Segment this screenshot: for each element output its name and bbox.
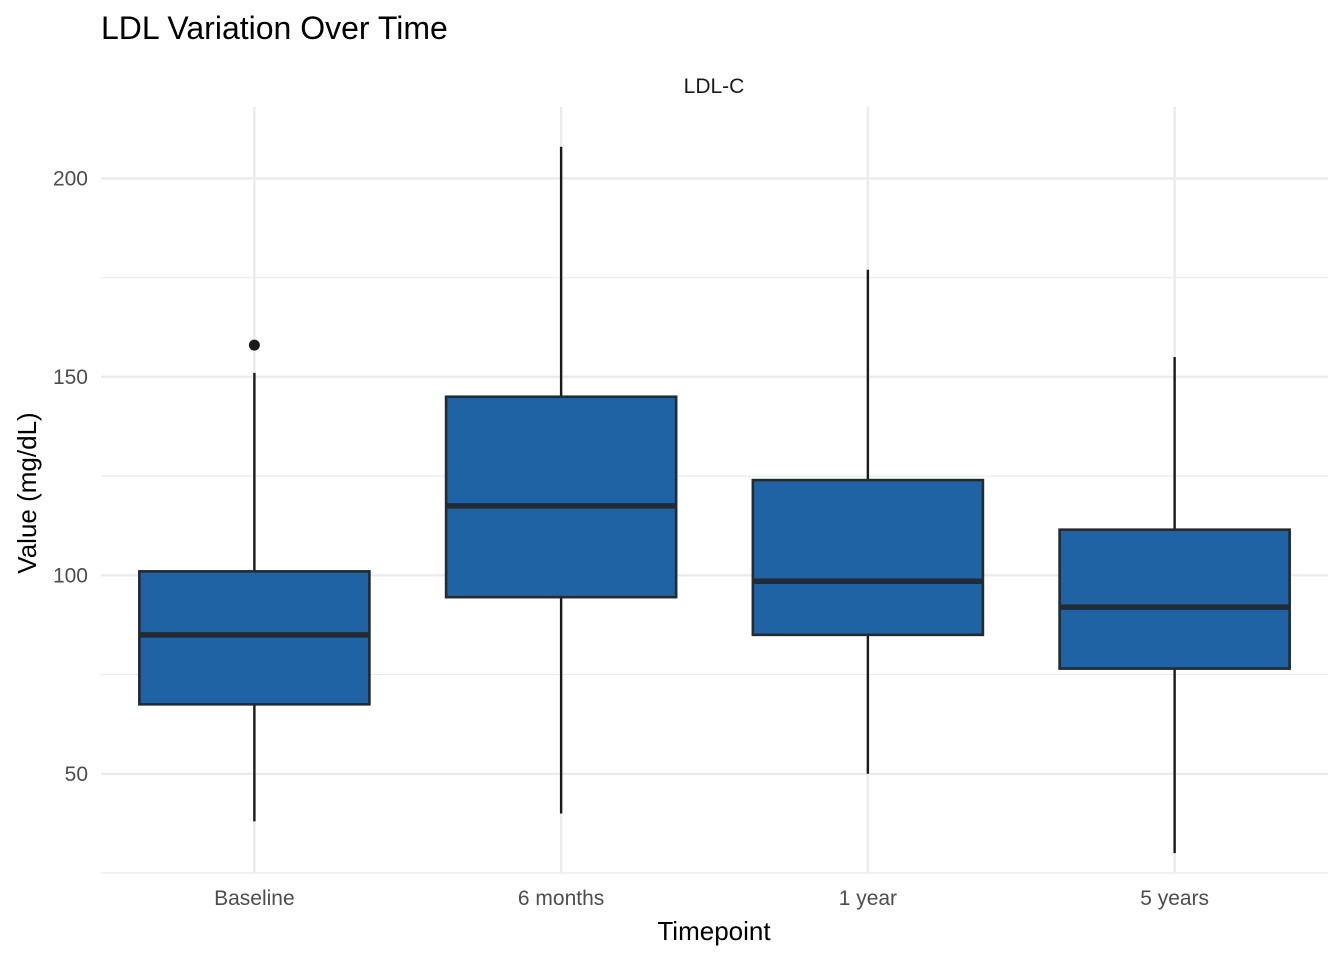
facet-strip-label: LDL-C (684, 75, 745, 98)
iqr-box (1058, 528, 1291, 670)
box-baseline (138, 339, 371, 822)
iqr-box (751, 478, 985, 637)
x-axis-tick-labels: Baseline 6 months 1 year 5 years (214, 887, 1209, 910)
iqr-box (444, 395, 678, 599)
x-axis-title: Timepoint (657, 916, 771, 946)
box-1-year (751, 269, 985, 774)
y-tick-label: 50 (65, 763, 88, 786)
outlier-point (248, 339, 260, 351)
y-tick-label: 200 (53, 167, 88, 190)
x-tick-label: Baseline (214, 887, 295, 910)
box-5-years (1058, 357, 1291, 854)
box-6-months (444, 146, 678, 814)
iqr-box (138, 570, 371, 706)
y-axis-tick-labels: 50 100 150 200 (53, 167, 88, 785)
x-tick-label: 6 months (518, 887, 604, 910)
chart-title: LDL Variation Over Time (101, 10, 448, 46)
y-tick-label: 150 (53, 366, 88, 389)
x-tick-label: 5 years (1140, 887, 1209, 910)
x-tick-label: 1 year (839, 887, 897, 910)
y-tick-label: 100 (53, 564, 88, 587)
gridlines (101, 107, 1328, 874)
boxes (138, 146, 1291, 854)
y-axis-title: Value (mg/dL) (12, 412, 42, 573)
